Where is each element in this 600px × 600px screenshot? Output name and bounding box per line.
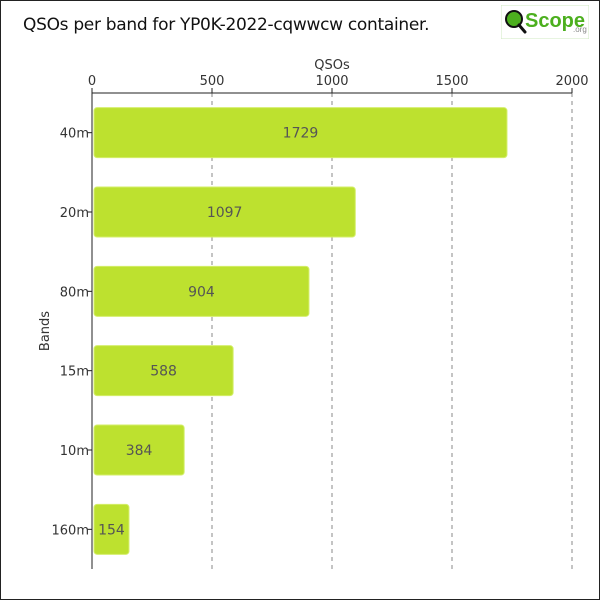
y-tick-label: 40m: [60, 127, 89, 142]
y-tick-label: 20m: [60, 206, 89, 221]
x-tick-label: 0: [88, 74, 96, 89]
x-tick-label: 1000: [315, 74, 348, 89]
qscope-logo: Scope .org: [501, 5, 589, 39]
x-tick-label: 2000: [555, 74, 588, 89]
x-tick-label: 1500: [435, 74, 468, 89]
bar: [93, 265, 310, 317]
bar-value-label: 1097: [207, 205, 243, 221]
bar: [93, 345, 234, 397]
y-tick-label: 160m: [52, 523, 89, 538]
bar: [93, 186, 356, 238]
logo-text: Scope: [525, 10, 585, 32]
magnifier-q-icon: [505, 10, 527, 34]
bar-value-label: 154: [98, 522, 125, 538]
bar-value-label: 384: [126, 443, 153, 459]
x-tick-label: 500: [200, 74, 225, 89]
bar: [93, 107, 508, 159]
bar: [93, 424, 185, 476]
logo-suffix: .org: [573, 25, 587, 34]
chart-title: QSOs per band for YP0K-2022-cqwwcw conta…: [23, 15, 430, 35]
y-axis-title: Bands: [38, 311, 53, 351]
bar-value-label: 588: [150, 364, 177, 380]
bar-value-label: 904: [188, 284, 215, 300]
y-tick-label: 15m: [60, 365, 89, 380]
bar-value-label: 1729: [283, 126, 319, 142]
bar: [93, 503, 130, 555]
y-tick-label: 80m: [60, 285, 89, 300]
y-tick-label: 10m: [60, 444, 89, 459]
x-axis-title: QSOs: [314, 58, 350, 73]
